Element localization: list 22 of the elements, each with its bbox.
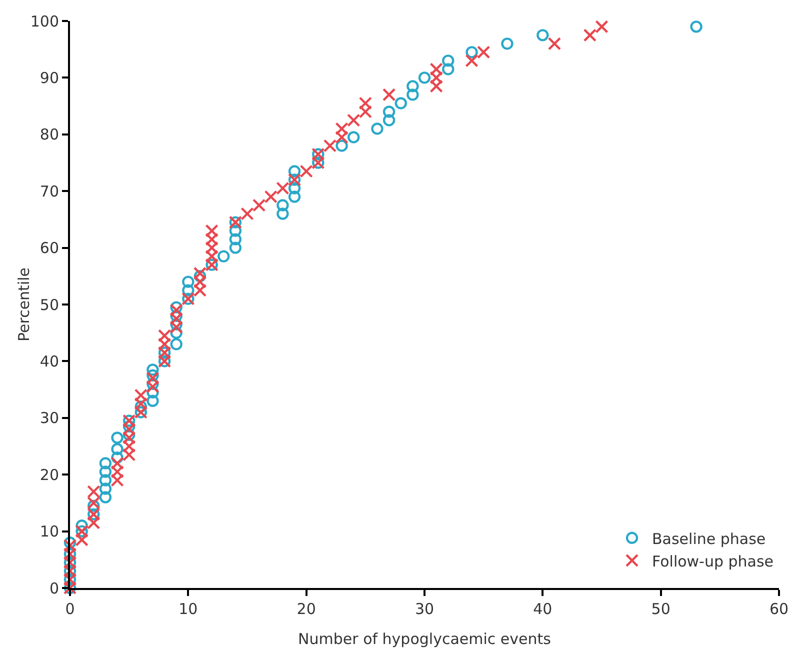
- y-tick-label: 70: [40, 182, 59, 200]
- y-tick-label: 40: [40, 352, 59, 370]
- legend-label: Follow-up phase: [652, 552, 774, 570]
- x-tick-label: 10: [178, 600, 198, 618]
- x-tick-label: 60: [769, 600, 789, 618]
- x-tick-label: 30: [414, 600, 434, 618]
- legend-label: Baseline phase: [652, 530, 766, 548]
- y-tick-label: 50: [40, 296, 59, 314]
- y-tick-label: 60: [40, 239, 59, 258]
- x-tick-label: 0: [65, 600, 75, 618]
- y-axis-title: Percentile: [15, 267, 33, 342]
- x-axis-title: Number of hypoglycaemic events: [298, 630, 552, 648]
- x-tick-label: 20: [296, 600, 316, 618]
- x-tick-label: 40: [533, 600, 552, 618]
- y-tick-label: 10: [40, 522, 59, 541]
- y-tick-label: 20: [40, 466, 59, 484]
- y-tick-label: 90: [40, 68, 59, 87]
- y-tick-label: 80: [40, 126, 59, 144]
- y-tick-label: 30: [40, 409, 59, 428]
- x-tick-label: 50: [651, 600, 670, 618]
- y-tick-label: 100: [30, 12, 59, 30]
- y-tick-label: 0: [49, 579, 59, 598]
